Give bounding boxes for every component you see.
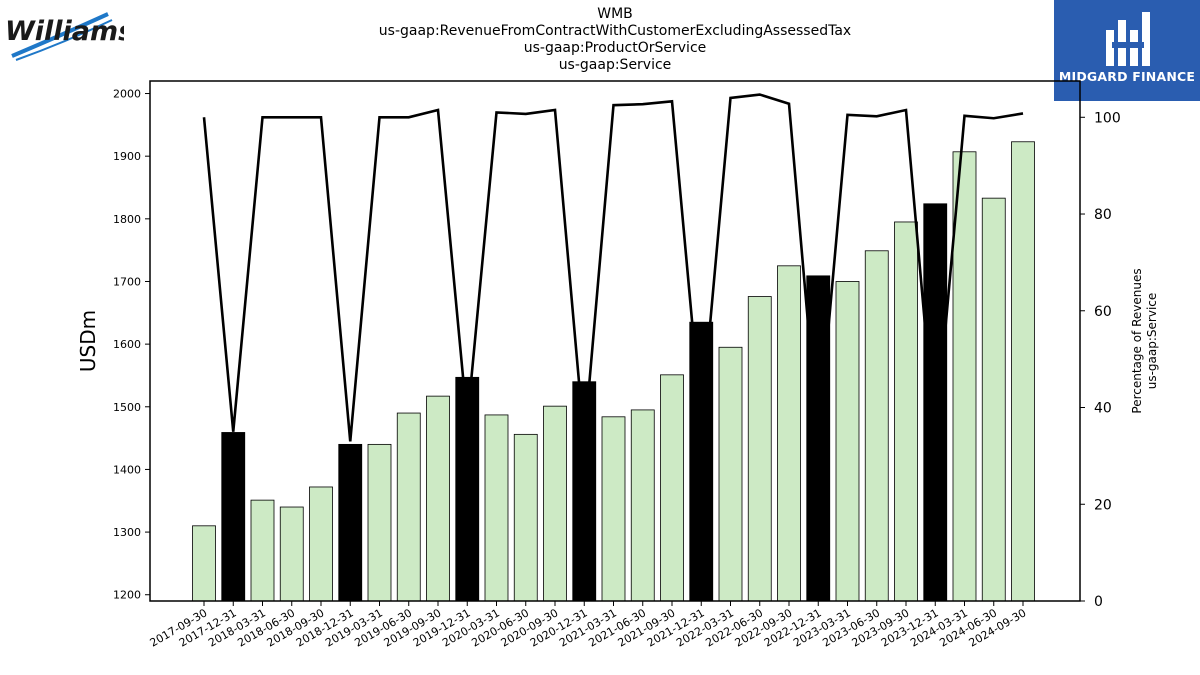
bar-2023-09-30 [894,221,918,602]
williams-logo-text: Williams [5,16,124,47]
y2-axis-label-line1: Percentage of Revenues [1130,268,1144,413]
line-series [202,93,1024,442]
y-tick-label: 1700 [113,275,141,288]
bar-2018-09-30 [309,486,333,602]
title-concept: us-gaap:RevenueFromContractWithCustomerE… [378,23,852,39]
y-tick-label: 1400 [113,463,141,476]
y-tick-label: 2000 [113,88,141,101]
bar-2023-03-31 [835,281,860,602]
bar-2019-06-30 [396,412,421,602]
bar-2018-03-31 [250,499,275,602]
bar-2021-09-30 [660,374,684,602]
title-ticker: WMB [597,6,633,22]
bar-2017-09-30 [192,525,216,602]
bar-2019-09-30 [426,395,450,602]
y-tick-label: 1200 [113,589,141,602]
bar-2022-09-30 [777,265,801,602]
bar-2020-06-30 [513,433,538,602]
bar-2021-12-31 [689,321,714,602]
y-axis-label: USDm [76,310,100,372]
y2-tick-label: 20 [1094,497,1112,513]
y2-tick-label: 80 [1094,207,1112,223]
title-axis: us-gaap:ProductOrService [523,40,707,56]
percentage-line [202,93,1024,442]
bar-2020-12-31 [572,381,597,602]
bar-2021-06-30 [630,409,655,602]
y-tick-label: 1500 [113,401,141,414]
y2-tick-label: 0 [1094,594,1103,610]
bar-2024-09-30 [1011,141,1035,602]
midgard-finance-logo: MIDGARD FINANCE [1054,0,1200,101]
y2-axis-label-line2: us-gaap:Service [1145,293,1159,390]
bar-2018-06-30 [279,506,304,602]
bar-2019-03-31 [367,443,392,602]
bar-2017-12-31 [221,432,246,602]
bar-2023-06-30 [864,250,889,602]
plot-frame [149,80,1081,602]
y2-tick-label: 100 [1094,110,1121,126]
bar-2022-06-30 [747,296,772,602]
bar-2023-12-31 [923,203,948,602]
bar-2018-12-31 [338,443,363,602]
y2-tick-label: 40 [1094,401,1112,417]
williams-logo: Williams [4,4,134,66]
y-tick-label: 1800 [113,213,141,226]
y-tick-label: 1600 [113,338,141,351]
bar-2021-03-31 [601,416,626,602]
y-tick-label: 1300 [113,526,141,539]
bar-2020-09-30 [543,405,567,602]
bar-2022-03-31 [718,346,743,602]
y2-tick-label: 60 [1094,304,1112,320]
bar-2024-06-30 [981,197,1006,602]
axis-labels: USDm Percentage of Revenues us-gaap:Servic… [76,268,1159,413]
y-tick-label: 1900 [113,150,141,163]
title-member: us-gaap:Service [558,57,672,73]
chart-title: WMB us-gaap:RevenueFromContractWithCusto… [0,6,1200,74]
axes: 1200 1300 1400 1500 1600 1700 1800 1900 2000 0 20 4… [113,80,1121,650]
bar-series [192,141,1035,602]
midgard-finance-text: MIDGARD FINANCE [1058,69,1196,84]
bar-2020-03-31 [484,414,509,602]
